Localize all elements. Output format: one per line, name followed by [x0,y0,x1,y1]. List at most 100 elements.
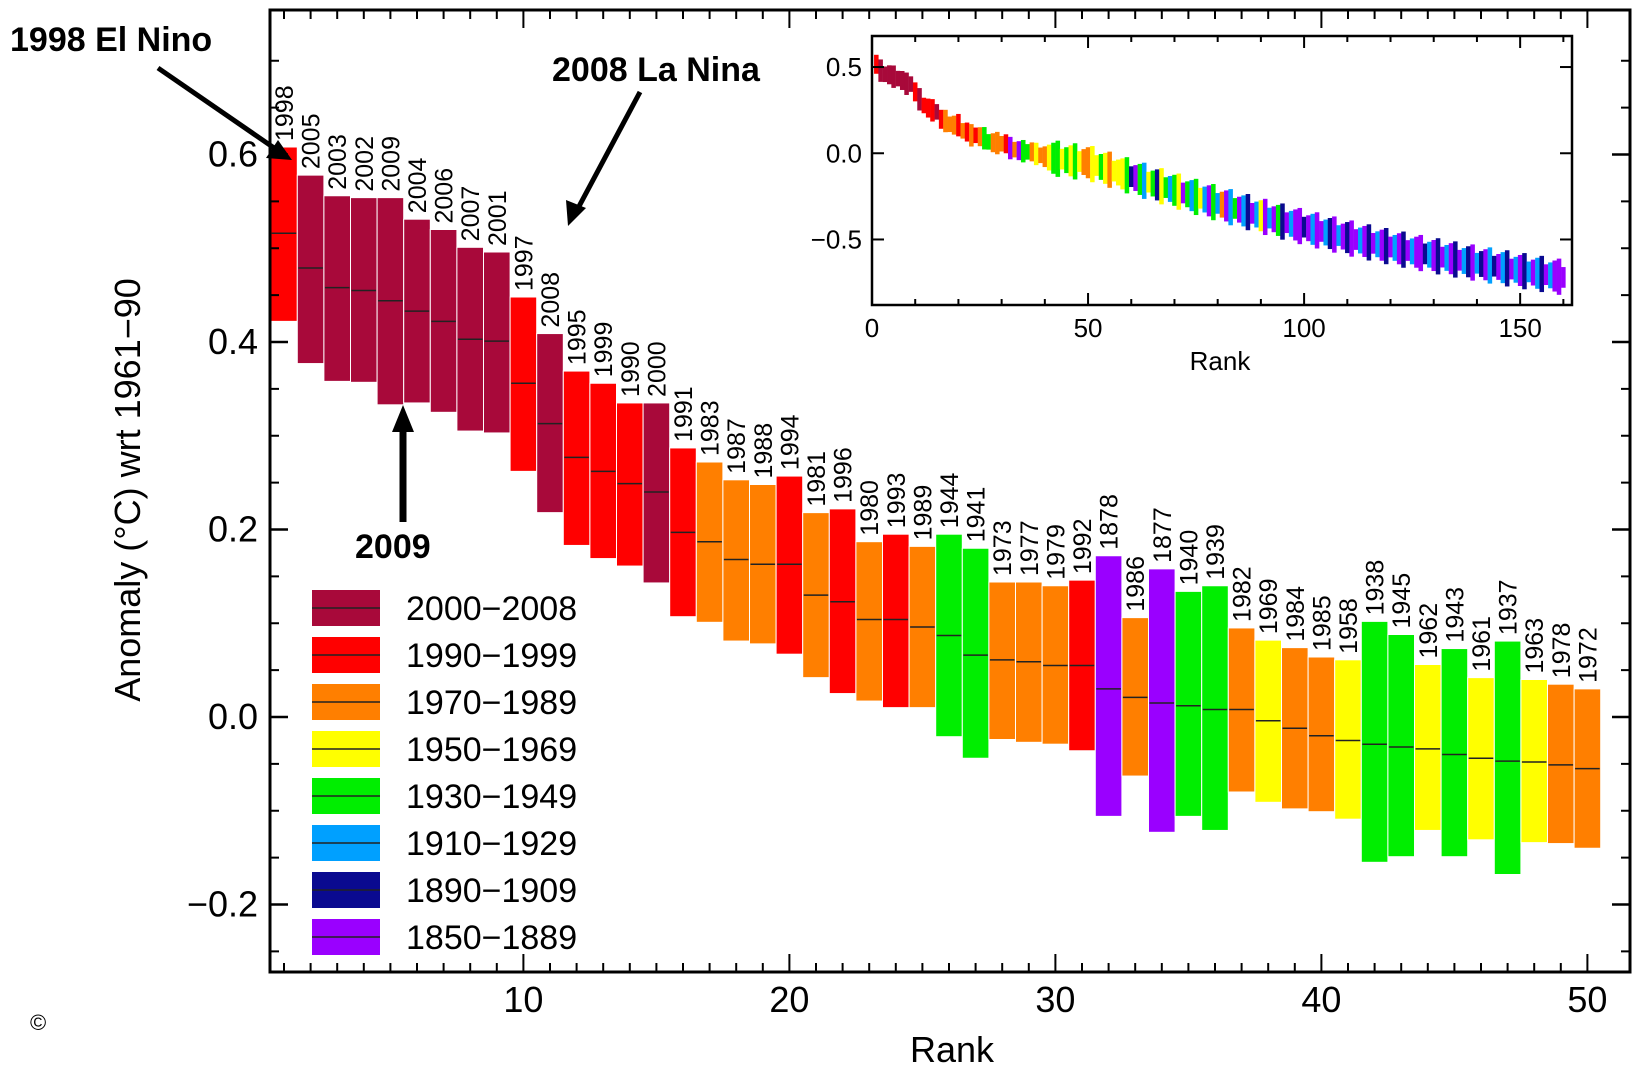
year-label-rank-44: 1962 [1415,603,1443,659]
year-label-rank-45: 1943 [1441,587,1469,643]
la-nina-arrow [573,90,643,214]
year-label-rank-22: 1996 [830,447,858,503]
y2009-arrowhead [392,405,414,432]
legend-label-1850-1889: 1850−1889 [406,919,577,957]
inset-bar-rank-116 [1370,233,1376,254]
inset-bar-rank-144 [1491,255,1497,277]
inset-bar-rank-15 [934,104,940,120]
inset-plot-frame [870,34,1574,307]
inset-bar-rank-159 [1556,258,1562,295]
year-label-rank-4: 2002 [351,136,379,192]
la-nina-annotation: 2008 La Nina [552,51,761,89]
inset-bar-rank-23 [969,124,974,147]
inset-bar-rank-41 [1046,144,1052,171]
inset-bar-rank-65 [1150,170,1156,197]
bar-rank-3 [323,195,351,382]
year-label-rank-23: 1980 [856,480,884,536]
inset-bar-rank-104 [1319,221,1324,242]
inset-bar-rank-5 [891,65,896,88]
inset-bar-rank-92 [1267,207,1272,229]
inset-bar-rank-149 [1513,256,1519,283]
inset-bar-rank-113 [1358,227,1363,254]
inset-y-tick-label: 0.0 [826,138,862,168]
inset-bar-rank-34 [1016,141,1022,161]
year-label-rank-12: 1995 [564,309,592,365]
main-ticks: −0.2 0.0 0.2 0.4 0.6 10 20 30 40 50 [187,10,1630,1020]
year-label-rank-6: 2004 [404,157,432,213]
x-tick-label: 10 [503,979,543,1020]
year-label-rank-21: 1981 [803,451,831,507]
bar-rank-48 [1520,679,1549,844]
bar-rank-47 [1493,640,1522,875]
inset-bar-rank-51 [1090,146,1095,183]
inset-x-tick-label: 0 [865,313,879,343]
inset-bar-rank-53 [1098,153,1104,180]
year-label-rank-25: 1989 [909,485,937,541]
inset-bar-rank-133 [1444,244,1449,271]
year-label-rank-30: 1979 [1042,524,1070,580]
inset-bar-rank-44 [1059,148,1065,170]
inset-bar-rank-28 [990,133,996,153]
inset-bar-rank-140 [1474,252,1480,274]
inset-bar-rank-66 [1154,169,1160,201]
inset-bar-rank-121 [1392,234,1398,261]
inset-bar-rank-8 [904,72,909,95]
inset-bar-rank-83 [1228,189,1233,226]
inset-bar-rank-55 [1107,151,1112,188]
bar-rank-49 [1547,683,1575,845]
inset-bar-rank-157 [1548,262,1553,289]
year-label-rank-41: 1958 [1335,598,1363,654]
inset-bar-rank-105 [1323,219,1328,246]
main-x-axis-label: Rank [910,1029,995,1068]
legend-label-1910-1929: 1910−1929 [406,825,577,863]
year-label-rank-3: 2003 [324,134,352,190]
inset-bar-rank-100 [1301,216,1307,238]
inset-bar-rank-155 [1539,255,1545,293]
y-tick-label: 0.0 [208,696,258,737]
inset-bar-rank-126 [1414,236,1419,268]
bar-rank-40 [1307,656,1336,813]
inset-bar-rank-30 [999,136,1004,152]
inset-bars [874,54,1566,295]
inset-bar-rank-142 [1483,249,1488,281]
y-tick-label: −0.2 [187,884,258,925]
bar-rank-43 [1387,634,1416,858]
inset-x-axis-label: Rank [1190,346,1252,376]
year-label-rank-14: 1990 [617,341,645,397]
inset-bar-rank-20 [956,113,961,137]
year-label-rank-47: 1937 [1495,579,1523,635]
inset-bar-rank-1 [874,54,879,74]
x-tick-label: 40 [1301,979,1341,1020]
inset-bar-rank-147 [1504,250,1510,287]
x-tick-label: 30 [1035,979,1075,1020]
bar-rank-1 [270,146,298,322]
inset-bar-rank-14 [930,99,935,122]
year-label-rank-16: 1991 [670,386,698,442]
el-nino-arrow [156,65,282,155]
inset-bar-rank-37 [1029,142,1035,162]
inset-bar-rank-110 [1345,222,1350,254]
inset-bar-rank-154 [1535,257,1540,289]
inset-bar-rank-158 [1552,260,1557,292]
inset-bar-rank-57 [1116,159,1121,186]
bar-rank-23 [855,541,884,702]
inset-bar-rank-9 [908,76,914,92]
inset-bar-rank-106 [1327,218,1333,250]
year-label-rank-11: 2008 [537,272,565,328]
year-label-rank-13: 1999 [590,322,618,378]
inset-bar-rank-127 [1418,234,1424,272]
year-label-rank-37: 1982 [1229,566,1257,622]
inset-bar-rank-95 [1280,203,1285,240]
inset-bar-rank-26 [982,127,987,150]
year-label-rank-7: 2006 [431,168,459,224]
year-label-rank-17: 1983 [697,400,725,456]
x-tick-label: 20 [769,979,809,1020]
inset-bar-rank-35 [1020,139,1026,163]
inset-bar-rank-108 [1336,225,1341,246]
inset-bar-rank-125 [1409,238,1415,265]
y-tick-label: 0.6 [208,134,258,175]
bar-rank-34 [1148,568,1176,833]
year-label-rank-48: 1963 [1521,618,1549,674]
inset-bar-rank-111 [1349,220,1354,257]
